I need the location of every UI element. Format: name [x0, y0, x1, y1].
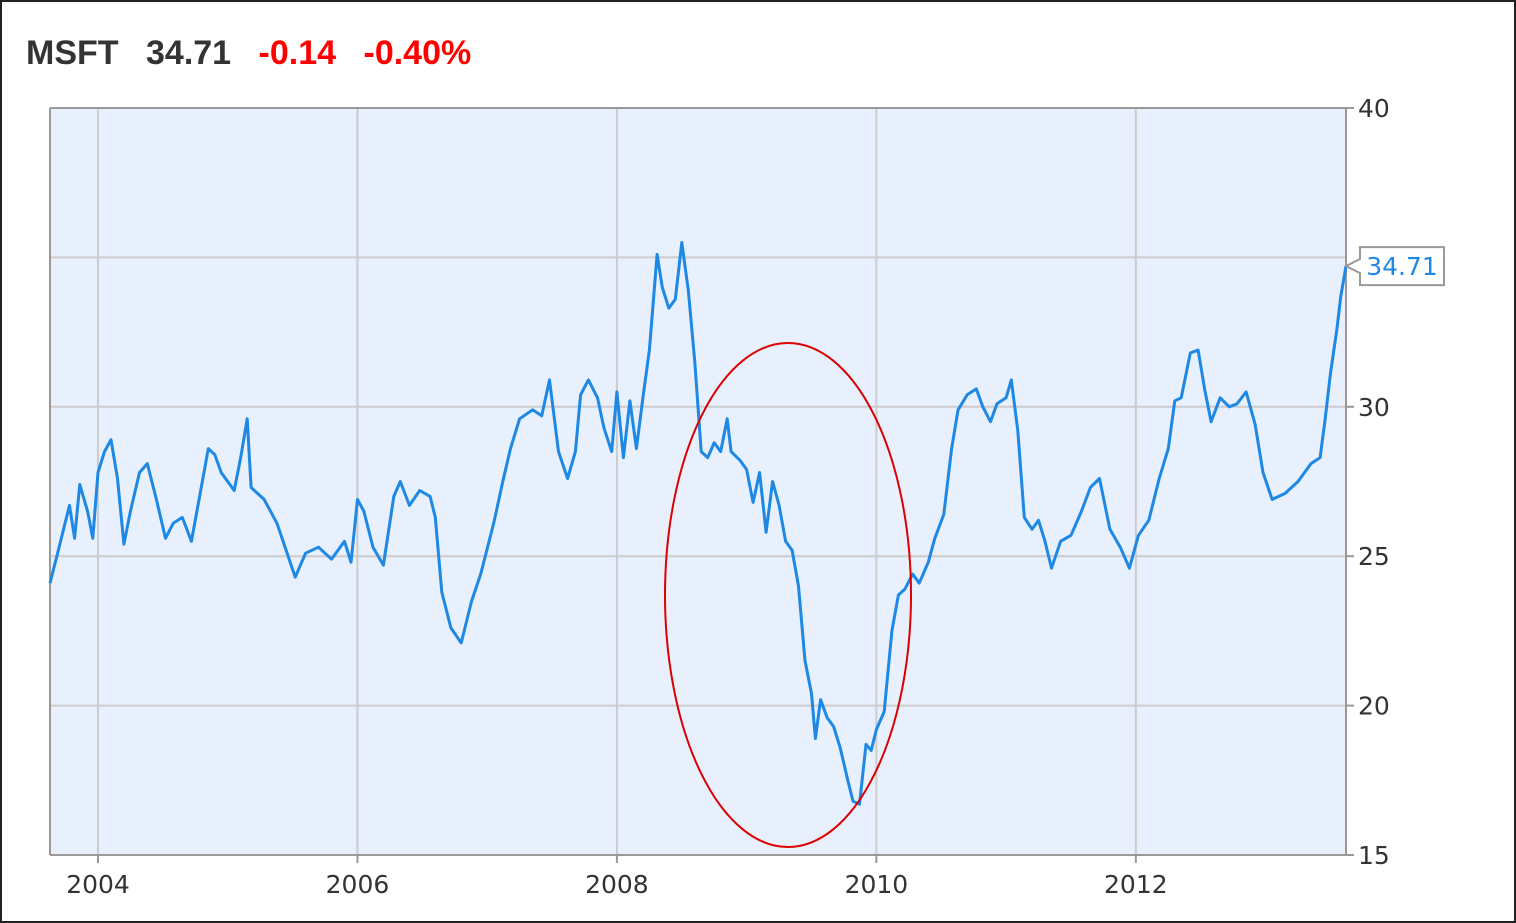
plot-area	[50, 108, 1346, 855]
y-tick-label-25: 25	[1358, 542, 1390, 571]
y-tick-label-30: 30	[1358, 393, 1390, 422]
x-tick-label-2010: 2010	[845, 870, 909, 899]
last-price: 34.71	[146, 34, 232, 72]
x-tick-label-2006: 2006	[326, 870, 390, 899]
x-tick-label-2008: 2008	[585, 870, 649, 899]
x-axis: 2004 2006 2008 2010 2012	[66, 855, 1168, 899]
trough-annotation-ellipse	[664, 342, 912, 848]
price-change: -0.14	[258, 34, 337, 72]
x-tick-label-2012: 2012	[1104, 870, 1168, 899]
x-tick-label-2004: 2004	[66, 870, 130, 899]
last-value-label: 34.71	[1366, 252, 1438, 281]
gridlines	[50, 108, 1346, 855]
ticker-symbol: MSFT	[26, 34, 119, 72]
last-value-callout: 34.71	[1343, 246, 1445, 287]
price-line	[48, 241, 1348, 806]
price-change-percent: -0.40%	[363, 34, 472, 72]
quote-header: MSFT 34.71 -0.14 -0.40%	[26, 28, 489, 78]
y-tick-label-15: 15	[1358, 841, 1390, 870]
callout-box	[1343, 246, 1445, 287]
axes	[49, 107, 1347, 856]
y-tick-label-20: 20	[1358, 692, 1390, 721]
y-axis: 15 20 25 30 40	[1346, 94, 1390, 870]
y-tick-label-40: 40	[1358, 94, 1390, 123]
